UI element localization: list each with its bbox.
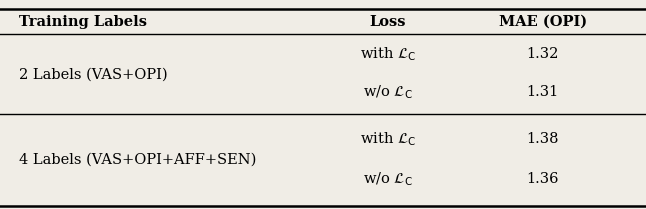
Text: w/o $\mathcal{L}_{\mathrm{C}}$: w/o $\mathcal{L}_{\mathrm{C}}$	[362, 170, 413, 187]
Text: 4 Labels (VAS+OPI+AFF+SEN): 4 Labels (VAS+OPI+AFF+SEN)	[19, 153, 256, 167]
Text: 1.38: 1.38	[526, 132, 559, 146]
Text: w/o $\mathcal{L}_{\mathrm{C}}$: w/o $\mathcal{L}_{\mathrm{C}}$	[362, 83, 413, 101]
Text: 2 Labels (VAS+OPI): 2 Labels (VAS+OPI)	[19, 67, 168, 81]
Text: 1.32: 1.32	[526, 47, 559, 61]
Text: MAE (OPI): MAE (OPI)	[499, 15, 587, 29]
Text: with $\mathcal{L}_{\mathrm{C}}$: with $\mathcal{L}_{\mathrm{C}}$	[360, 130, 415, 148]
Text: 1.31: 1.31	[526, 85, 559, 99]
Text: with $\mathcal{L}_{\mathrm{C}}$: with $\mathcal{L}_{\mathrm{C}}$	[360, 46, 415, 63]
Text: 1.36: 1.36	[526, 172, 559, 186]
Text: Loss: Loss	[370, 15, 406, 29]
Text: Training Labels: Training Labels	[19, 15, 147, 29]
